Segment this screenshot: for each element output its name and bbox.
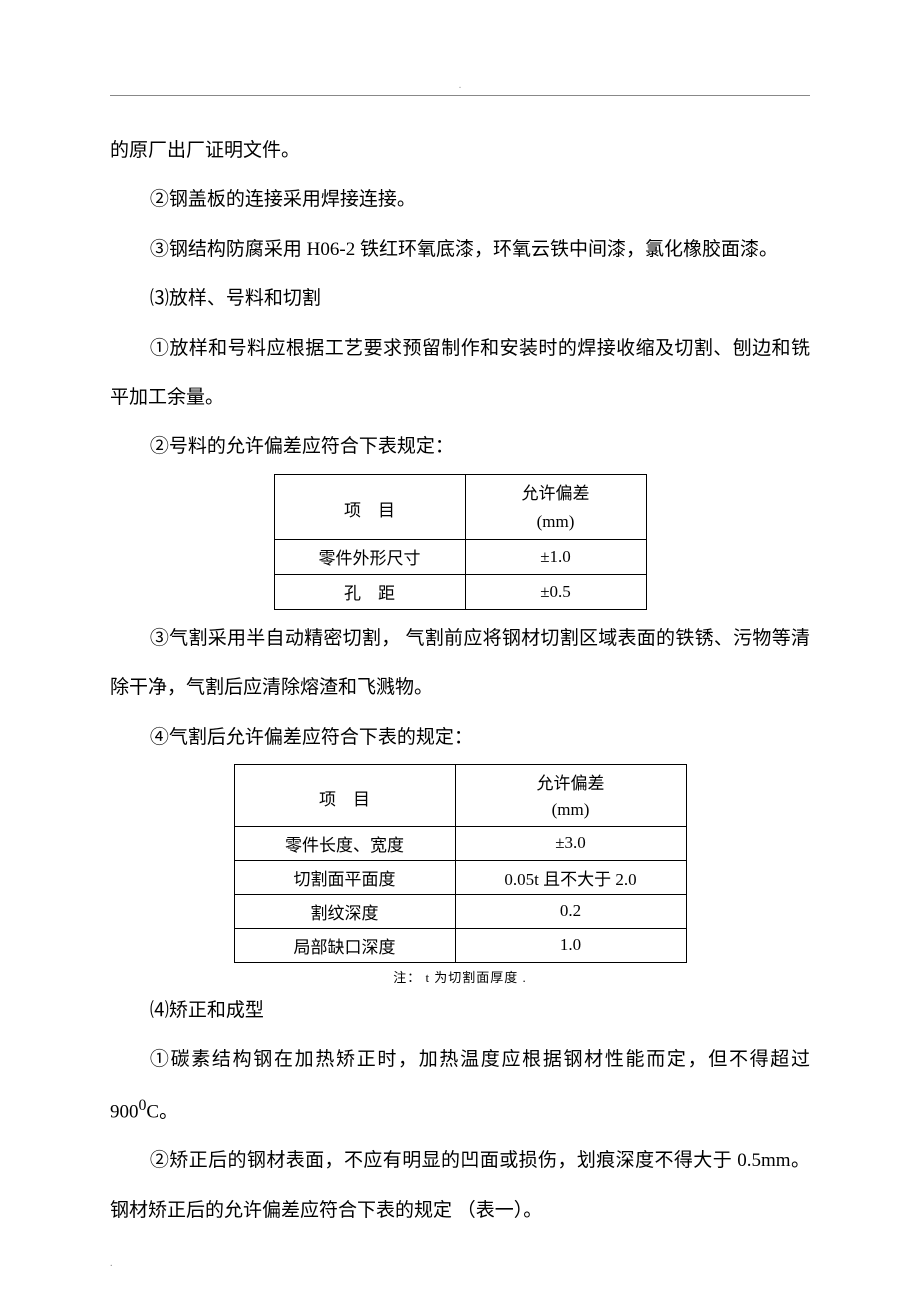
table2-wrap: 项 目 允许偏差 (mm) 零件长度、宽度 ±3.0 切割面平面度 0.05t … bbox=[110, 764, 810, 963]
document-page: . 的原厂出厂证明文件。 ②钢盖板的连接采用焊接连接。 ③钢结构防腐采用 H06… bbox=[0, 0, 920, 1303]
t1-row2-dev: ±0.5 bbox=[465, 574, 646, 609]
paragraph-4: ⑶放样、号料和切割 bbox=[110, 274, 810, 323]
p10-part-b: C。 bbox=[146, 1101, 178, 1122]
t1-row2-item: 孔 距 bbox=[274, 574, 465, 609]
table2-note: 注： t 为切割面厚度 . bbox=[110, 967, 810, 986]
t1-header-dev: 允许偏差 bbox=[465, 474, 646, 505]
t2-row2-dev: 0.05t 且不大于 2.0 bbox=[455, 860, 686, 894]
t2-row2-item: 切割面平面度 bbox=[234, 860, 455, 894]
paragraph-1: 的原厂出厂证明文件。 bbox=[110, 126, 810, 175]
paragraph-10: ①碳素结构钢在加热矫正时，加热温度应根据钢材性能而定，但不得超过 9000C。 bbox=[110, 1035, 810, 1136]
t2-row1-dev: ±3.0 bbox=[455, 826, 686, 860]
t2-row1-item: 零件长度、宽度 bbox=[234, 826, 455, 860]
t2-header-dev: 允许偏差 bbox=[455, 764, 686, 794]
t2-row3-dev: 0.2 bbox=[455, 894, 686, 928]
tolerance-table-1: 项 目 允许偏差 (mm) 零件外形尺寸 ±1.0 孔 距 ±0.5 bbox=[274, 474, 647, 610]
paragraph-11: ②矫正后的钢材表面，不应有明显的凹面或损伤，划痕深度不得大于 0.5mm。钢材矫… bbox=[110, 1136, 810, 1235]
t1-header-item: 项 目 bbox=[274, 474, 465, 539]
p10-part-a: ①碳素结构钢在加热矫正时，加热温度应根据钢材性能而定，但不得超过 900 bbox=[110, 1049, 810, 1122]
paragraph-8: ④气割后允许偏差应符合下表的规定： bbox=[110, 713, 810, 762]
t2-row4-dev: 1.0 bbox=[455, 928, 686, 962]
table1-wrap: 项 目 允许偏差 (mm) 零件外形尺寸 ±1.0 孔 距 ±0.5 bbox=[110, 474, 810, 610]
header-dot: . bbox=[110, 80, 810, 91]
t2-header-item: 项 目 bbox=[234, 764, 455, 826]
t2-row4-item: 局部缺口深度 bbox=[234, 928, 455, 962]
paragraph-5: ①放样和号料应根据工艺要求预留制作和安装时的焊接收缩及切割、刨边和铣平加工余量。 bbox=[110, 324, 810, 423]
paragraph-3: ③钢结构防腐采用 H06-2 铁红环氧底漆，环氧云铁中间漆，氯化橡胶面漆。 bbox=[110, 225, 810, 274]
paragraph-2: ②钢盖板的连接采用焊接连接。 bbox=[110, 175, 810, 224]
t1-row1-dev: ±1.0 bbox=[465, 539, 646, 574]
t1-row1-item: 零件外形尺寸 bbox=[274, 539, 465, 574]
paragraph-9: ⑷矫正和成型 bbox=[110, 986, 810, 1035]
t2-header-unit: (mm) bbox=[455, 794, 686, 827]
paragraph-7: ③气割采用半自动精密切割， 气割前应将钢材切割区域表面的铁锈、污物等清除干净，气… bbox=[110, 614, 810, 713]
t1-header-unit: (mm) bbox=[465, 505, 646, 540]
tolerance-table-2: 项 目 允许偏差 (mm) 零件长度、宽度 ±3.0 切割面平面度 0.05t … bbox=[234, 764, 687, 963]
t2-row3-item: 割纹深度 bbox=[234, 894, 455, 928]
footer-dot: . bbox=[110, 1258, 113, 1269]
header-rule bbox=[110, 95, 810, 96]
paragraph-6: ②号料的允许偏差应符合下表规定： bbox=[110, 422, 810, 471]
